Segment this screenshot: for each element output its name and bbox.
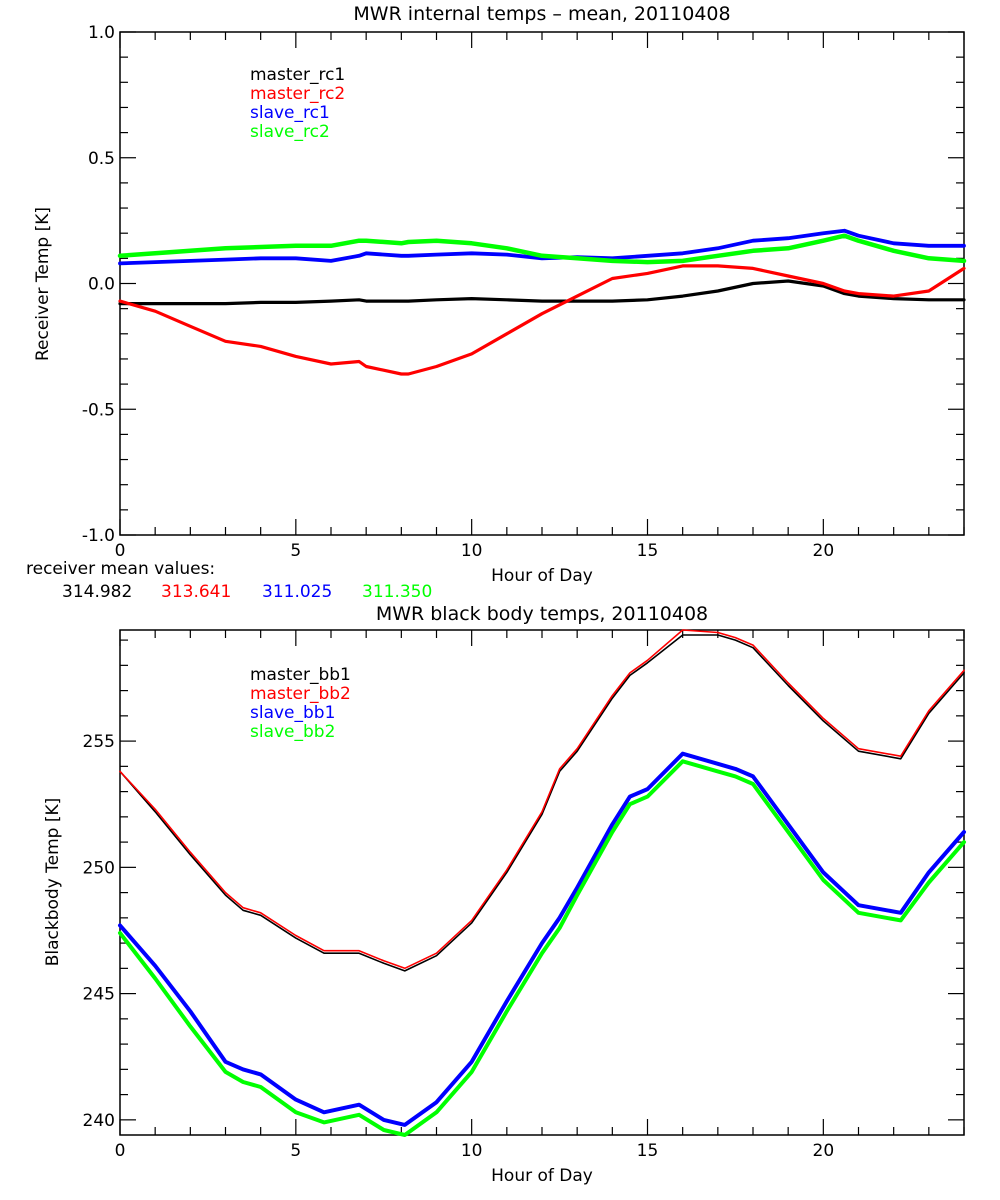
x-tick-label: 20	[813, 541, 835, 561]
blackbody-plot-y-label: Blackbody Temp [K]	[43, 798, 63, 967]
blackbody-plot-series	[118, 629, 966, 1137]
mean-value-master-rc1: 314.982	[62, 582, 132, 602]
x-tick-label: 0	[115, 1141, 126, 1161]
blackbody-plot-title: MWR black body temps, 20110408	[376, 603, 708, 625]
series-line-master-bb1	[119, 634, 965, 972]
blackbody-plot-legend: master_bb1 master_bb2 slave_bb1 slave_bb…	[250, 665, 351, 742]
y-tick-label: -0.5	[82, 400, 115, 420]
legend-entry-slave-bb1: slave_bb1	[250, 703, 335, 723]
mean-value-slave-rc2: 311.350	[362, 582, 432, 602]
receiver-temp-plot: MWR internal temps – mean, 20110408 0 5 …	[33, 3, 967, 586]
x-tick-label: 10	[461, 541, 483, 561]
x-tick-label: 15	[637, 1141, 659, 1161]
receiver-mean-label: receiver mean values:	[26, 559, 215, 579]
receiver-plot-y-tick-labels: -1.0 -0.5 0.0 0.5 1.0	[82, 23, 115, 546]
y-tick-label: 250	[83, 858, 115, 878]
receiver-plot-frame	[119, 31, 965, 536]
legend-entry-master-rc2: master_rc2	[250, 84, 345, 104]
y-tick-label: 255	[83, 732, 115, 752]
x-tick-label: 5	[290, 541, 301, 561]
y-tick-label: 245	[83, 985, 115, 1005]
x-tick-label: 10	[461, 1141, 483, 1161]
series-line-master-bb2	[119, 629, 965, 970]
legend-entry-slave-bb2: slave_bb2	[250, 722, 335, 742]
x-tick-label: 20	[813, 1141, 835, 1161]
receiver-plot-ticks	[119, 31, 965, 536]
y-tick-label: 0.5	[88, 149, 115, 169]
blackbody-plot-frame	[119, 629, 965, 1136]
legend-entry-master-rc1: master_rc1	[250, 65, 345, 85]
y-tick-label: -1.0	[82, 526, 115, 546]
legend-entry-slave-rc1: slave_rc1	[250, 103, 330, 123]
blackbody-plot-x-tick-labels: 0 5 10 15 20	[115, 1141, 835, 1161]
blackbody-plot-y-tick-labels: 240 245 250 255	[83, 732, 115, 1131]
receiver-plot-x-tick-labels: 0 5 10 15 20	[115, 541, 835, 561]
y-tick-label: 0.0	[88, 275, 115, 295]
y-tick-label: 240	[83, 1111, 115, 1131]
receiver-plot-title: MWR internal temps – mean, 20110408	[353, 3, 730, 25]
x-tick-label: 0	[115, 541, 126, 561]
receiver-plot-y-label: Receiver Temp [K]	[33, 207, 53, 361]
x-tick-label: 5	[290, 1141, 301, 1161]
legend-entry-master-bb2: master_bb2	[250, 684, 351, 704]
legend-entry-slave-rc2: slave_rc2	[250, 122, 330, 142]
blackbody-plot-ticks	[119, 630, 965, 1135]
receiver-plot-legend: master_rc1 master_rc2 slave_rc1 slave_rc…	[250, 65, 345, 142]
receiver-plot-series	[117, 228, 967, 376]
series-line-slave-bb1	[118, 751, 966, 1127]
receiver-plot-x-label: Hour of Day	[491, 566, 593, 586]
legend-entry-master-bb1: master_bb1	[250, 665, 351, 685]
series-line-master-rc1	[118, 279, 966, 306]
x-tick-label: 15	[637, 541, 659, 561]
y-tick-label: 1.0	[88, 23, 115, 43]
mean-value-slave-rc1: 311.025	[262, 582, 332, 602]
mean-value-master-rc2: 313.641	[161, 582, 231, 602]
series-line-master-rc2	[118, 264, 966, 376]
receiver-mean-values: receiver mean values: 314.982 313.641 31…	[26, 559, 432, 602]
blackbody-temp-plot: MWR black body temps, 20110408 0 5 10 15…	[43, 603, 966, 1186]
series-line-slave-rc2	[117, 233, 967, 265]
series-line-slave-bb2	[118, 759, 966, 1137]
blackbody-plot-x-label: Hour of Day	[491, 1166, 593, 1186]
series-line-slave-rc1	[118, 228, 966, 266]
